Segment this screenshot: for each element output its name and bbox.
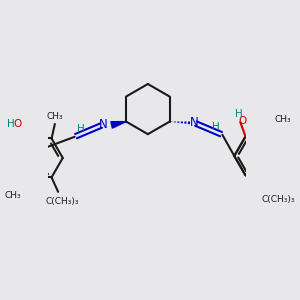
Text: CH₃: CH₃ xyxy=(274,115,291,124)
Text: H: H xyxy=(7,119,14,129)
Text: C(CH₃)₃: C(CH₃)₃ xyxy=(262,195,295,204)
Text: H: H xyxy=(77,124,85,134)
Text: CH₃: CH₃ xyxy=(46,112,63,121)
Text: H: H xyxy=(235,109,243,119)
Polygon shape xyxy=(111,122,126,128)
Text: N: N xyxy=(99,118,108,131)
Text: CH₃: CH₃ xyxy=(5,191,22,200)
Text: C(CH₃)₃: C(CH₃)₃ xyxy=(45,196,79,206)
Text: O: O xyxy=(14,119,22,129)
Text: O: O xyxy=(238,116,246,126)
Text: N: N xyxy=(190,116,198,129)
Text: H: H xyxy=(212,122,220,132)
